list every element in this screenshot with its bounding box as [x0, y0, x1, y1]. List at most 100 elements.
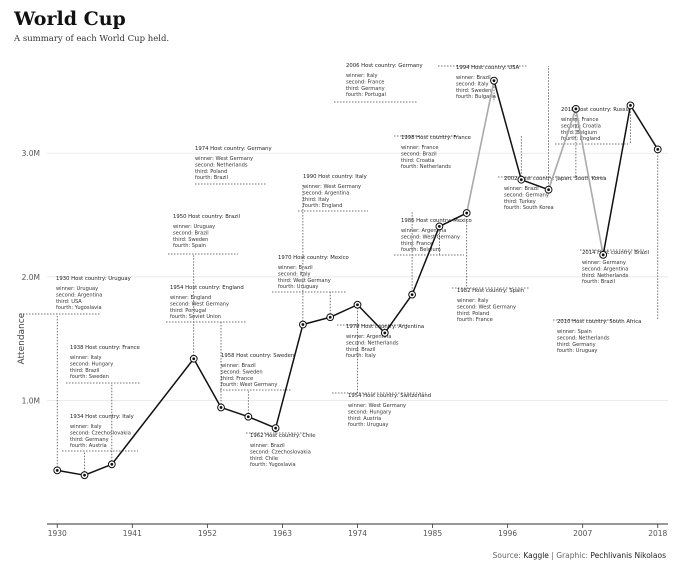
annotation-1934: 1934 Host country: Italy winner: Italysec… [62, 414, 138, 476]
annotation-line: fourth: Yugoslavia [250, 462, 296, 468]
series-line-segment [111, 358, 195, 466]
annotation-line: winner: Italy [70, 355, 102, 361]
annotation-line: third: Poland [457, 311, 489, 317]
annotation-line: third: Italy [303, 197, 329, 203]
annotation-line: third: Germany [70, 437, 109, 443]
annotation-line: winner: West Germany [348, 403, 406, 409]
series-line-segment [56, 469, 86, 476]
annotation-1958: 1958 Host country: Sweden winner: Brazils… [220, 353, 294, 417]
annotation-line: winner: Brazil [221, 363, 256, 369]
annotation-line: second: Germany [504, 192, 549, 198]
y-axis-title: Attendance [17, 312, 27, 364]
annotation-host: 1994 Host country: USA [456, 65, 520, 71]
data-point-center [301, 323, 305, 326]
annotation-line: fourth: Uruguay [557, 348, 597, 354]
series-line-segment [520, 178, 550, 191]
annotation-1970: 1970 Host country: Mexico winner: Brazils… [272, 255, 349, 318]
annotation-2018: 2010 Host country: South Africa winner: S… [553, 149, 659, 354]
data-point-center [219, 406, 223, 409]
annotation-host: 1930 Host country: Uruguay [56, 276, 131, 282]
annotation-host: 1998 Host country: France [401, 135, 471, 141]
data-point-center [519, 178, 523, 182]
annotation-line: fourth: Brazil [582, 279, 615, 285]
annotation-1990: 1982 Host country: Spain winner: Italysec… [452, 213, 530, 323]
annotation-line: third: Chile [250, 456, 278, 462]
annotation-1966: 1974 Host country: Germany winner: West G… [195, 146, 304, 325]
annotation-line: winner: Germany [582, 260, 626, 266]
annotation-line: third: Turkey [504, 199, 536, 205]
annotation-line: second: Italy [278, 271, 311, 277]
annotation-line: winner: Uruguay [56, 286, 98, 292]
annotation-line: second: Argentina [303, 190, 349, 196]
y-tick-label: 2.0M [22, 273, 40, 282]
annotation-line: third: Austria [348, 416, 381, 422]
annotation-line: second: Netherlands [346, 340, 399, 346]
data-point-center [274, 426, 278, 430]
series-line-segment [247, 415, 277, 429]
annotation-host: 1970 Host country: Mexico [278, 255, 349, 261]
data-point-center [110, 462, 114, 466]
annotation-line: fourth: Brazil [195, 175, 228, 181]
annotation-line: winner: Italy [457, 298, 489, 304]
annotation-line: winner: West Germany [195, 156, 253, 162]
annotation-layer: 1930 Host country: Uruguay winner: Urugua… [20, 63, 659, 476]
annotation-line: winner: Italy [70, 424, 102, 430]
annotation-line: third: Croatia [401, 158, 435, 164]
annotation-line: third: Portugal [170, 308, 206, 314]
x-tick-label: 1985 [423, 529, 442, 538]
annotation-line: winner: England [170, 295, 211, 301]
series-line-segment [411, 225, 441, 296]
annotation-host: 2018 Host country: Russia [561, 107, 630, 113]
series-line-segment [274, 323, 304, 429]
x-tick-label: 1930 [48, 529, 67, 538]
annotation-line: fourth: West Germany [221, 382, 277, 388]
grid-layer [47, 152, 668, 401]
data-point-center [601, 253, 605, 257]
point-layer [53, 76, 662, 480]
data-point-center [547, 188, 550, 192]
annotation-host: 1986 Host country: Mexico [401, 218, 472, 224]
annotation-line: winner: Brazil [504, 186, 539, 192]
data-point-center [410, 293, 414, 297]
annotation-host: 1954 Host country: Switzerland [348, 393, 431, 399]
annotation-line: third: Sweden [173, 237, 208, 243]
credit-separator: | [551, 551, 554, 560]
series-line-segment [356, 304, 386, 334]
annotation-line: third: Germany [346, 86, 385, 92]
annotation-1954: 1954 Host country: England winner: Englan… [166, 285, 247, 408]
annotation-1930: 1930 Host country: Uruguay winner: Urugua… [20, 276, 131, 471]
chart-title: World Cup [14, 8, 126, 30]
series-line-segment [575, 108, 604, 256]
annotation-line: winner: Italy [346, 73, 378, 79]
annotation-line: third: West Germany [278, 278, 331, 284]
annotation-line: fourth: Austria [70, 443, 107, 449]
x-tick-label: 1996 [498, 529, 517, 538]
annotation-line: winner: West Germany [303, 184, 361, 190]
annotation-line: second: Netherlands [557, 335, 610, 341]
y-tick-label: 3.0M [22, 149, 40, 158]
annotation-host: 1982 Host country: Spain [457, 288, 524, 294]
annotation-line: fourth: Italy [346, 353, 376, 359]
annotation-line: third: Brazil [346, 347, 375, 353]
series-line-segment [629, 104, 659, 151]
x-tick-label: 1952 [198, 529, 217, 538]
annotation-line: third: Poland [195, 169, 227, 175]
data-point-center [356, 303, 359, 307]
x-tick-label: 1974 [348, 529, 367, 538]
annotation-host: 1978 Host country: Argentina [346, 324, 424, 330]
annotation-line: third: USA [56, 299, 82, 305]
series-line-segment [83, 463, 113, 476]
annotation-line: second: Hungary [348, 409, 391, 415]
credit-graphic-label: Graphic: [556, 551, 588, 560]
annotation-line: fourth: Uruguay [278, 284, 318, 290]
annotation-line: second: Czechoslovakia [250, 449, 311, 455]
annotation-host: 1962 Host country: Chile [250, 433, 316, 439]
series-line-segment [438, 212, 468, 228]
annotation-line: fourth: England [303, 203, 342, 209]
annotation-line: third: Netherlands [582, 273, 629, 279]
annotation-line: fourth: France [457, 317, 493, 323]
data-point-center [55, 468, 59, 472]
annotation-line: fourth: Soviet Union [170, 314, 221, 320]
